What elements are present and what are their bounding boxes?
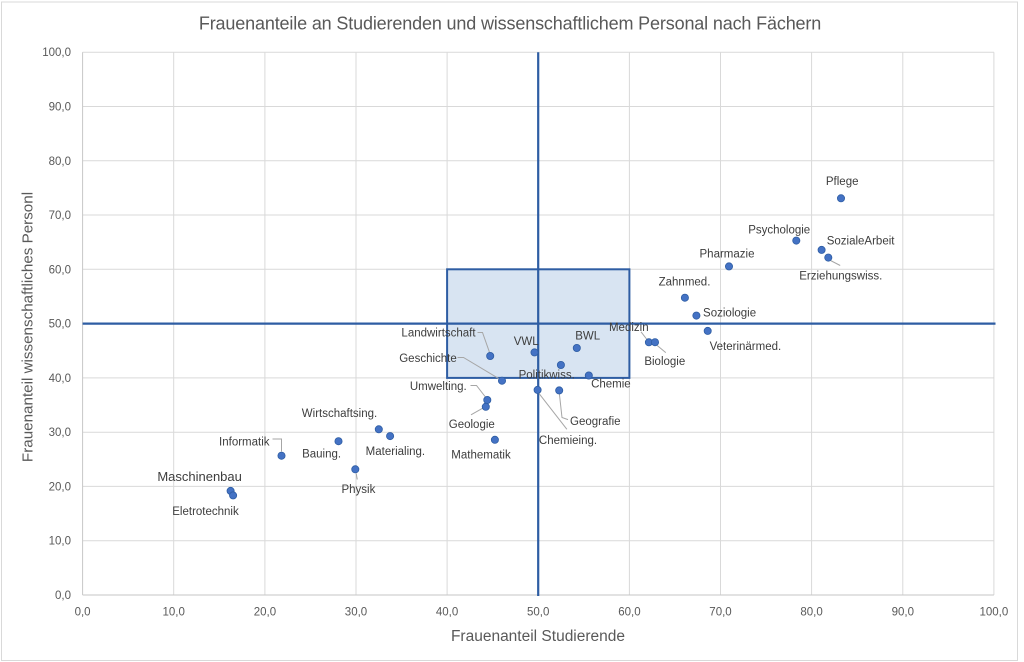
svg-text:Erziehungswiss.: Erziehungswiss. [799, 271, 882, 283]
svg-text:Pharmazie: Pharmazie [700, 249, 755, 261]
svg-text:100,0: 100,0 [42, 47, 71, 59]
svg-text:BWL: BWL [575, 331, 601, 343]
svg-text:Umwelting.: Umwelting. [410, 381, 467, 393]
svg-text:VWL: VWL [514, 336, 540, 348]
svg-text:0,0: 0,0 [55, 590, 71, 602]
svg-text:40,0: 40,0 [436, 607, 458, 619]
svg-text:Physik: Physik [341, 484, 375, 496]
svg-text:Veterinärmed.: Veterinärmed. [710, 341, 782, 353]
svg-text:Pflege: Pflege [826, 176, 859, 188]
svg-text:Psychologie: Psychologie [748, 225, 810, 237]
svg-text:Landwirtschaft: Landwirtschaft [401, 328, 476, 340]
svg-text:Wirtschaftsing.: Wirtschaftsing. [302, 408, 377, 420]
svg-text:Maschinenbau: Maschinenbau [157, 469, 242, 484]
svg-text:30,0: 30,0 [49, 427, 71, 439]
svg-text:SozialeArbeit: SozialeArbeit [827, 235, 896, 247]
svg-text:Geschichte: Geschichte [399, 353, 457, 365]
svg-text:Mathematik: Mathematik [451, 450, 511, 462]
svg-text:20,0: 20,0 [49, 481, 71, 493]
svg-text:Informatik: Informatik [219, 437, 270, 449]
svg-text:90,0: 90,0 [892, 607, 914, 619]
svg-text:50,0: 50,0 [49, 319, 71, 331]
svg-text:Biologie: Biologie [644, 356, 685, 368]
svg-text:60,0: 60,0 [49, 264, 71, 276]
svg-text:70,0: 70,0 [49, 210, 71, 222]
svg-text:70,0: 70,0 [709, 607, 731, 619]
svg-text:20,0: 20,0 [254, 607, 276, 619]
svg-text:Zahnmed.: Zahnmed. [659, 277, 711, 289]
svg-text:Frauenanteile an Studierenden: Frauenanteile an Studierenden und wissen… [199, 14, 821, 34]
svg-text:Bauing.: Bauing. [302, 449, 341, 461]
svg-text:Soziologie: Soziologie [703, 307, 756, 319]
svg-text:100,0: 100,0 [980, 607, 1009, 619]
svg-text:50,0: 50,0 [527, 607, 549, 619]
svg-text:Frauenanteil wissenschaftliche: Frauenanteil wissenschaftliches Personl [20, 192, 37, 462]
svg-text:80,0: 80,0 [49, 156, 71, 168]
svg-text:10,0: 10,0 [163, 607, 185, 619]
svg-text:Geologie: Geologie [449, 419, 495, 431]
svg-text:90,0: 90,0 [49, 102, 71, 114]
svg-text:0,0: 0,0 [75, 607, 91, 619]
svg-text:60,0: 60,0 [618, 607, 640, 619]
svg-text:80,0: 80,0 [800, 607, 822, 619]
svg-text:Materialing.: Materialing. [366, 446, 425, 458]
svg-text:Medizin: Medizin [609, 322, 649, 334]
svg-text:30,0: 30,0 [345, 607, 367, 619]
svg-text:10,0: 10,0 [49, 536, 71, 548]
svg-text:Eletrotechnik: Eletrotechnik [172, 506, 239, 518]
svg-text:Frauenanteil Studierende: Frauenanteil Studierende [451, 628, 625, 645]
svg-text:Geografie: Geografie [570, 416, 621, 428]
svg-text:Politikwiss.: Politikwiss. [519, 370, 575, 382]
svg-text:40,0: 40,0 [49, 373, 71, 385]
svg-text:Chemie: Chemie [591, 379, 631, 391]
svg-text:Chemieing.: Chemieing. [539, 435, 597, 447]
